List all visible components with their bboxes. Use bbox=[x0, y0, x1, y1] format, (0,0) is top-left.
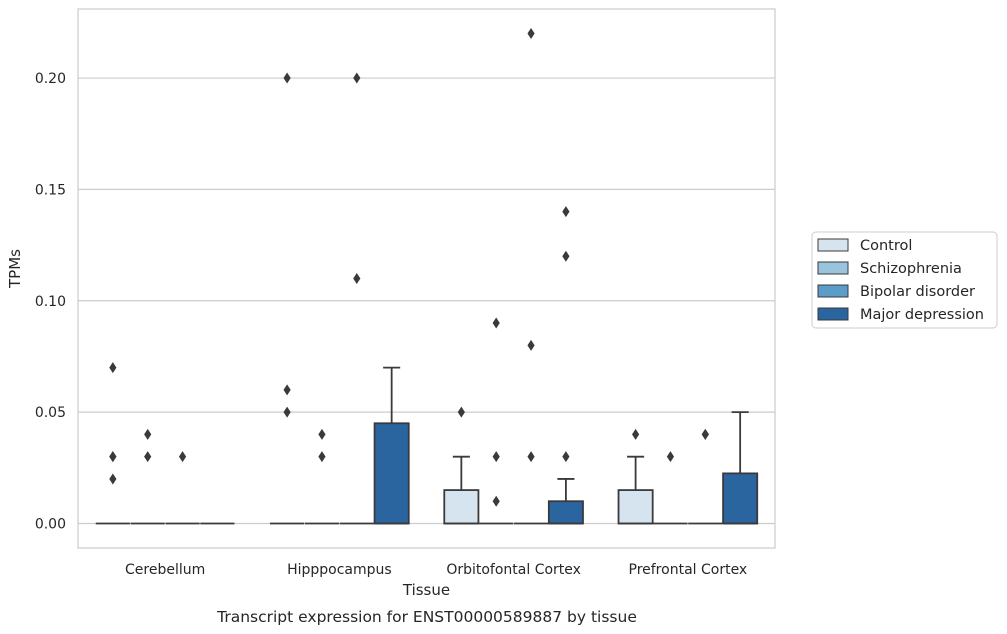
legend-label: Schizophrenia bbox=[860, 261, 962, 277]
outlier-point bbox=[562, 451, 570, 463]
outlier-point bbox=[318, 428, 326, 440]
outlier-point bbox=[492, 317, 500, 329]
box-control bbox=[617, 455, 654, 525]
y-tick-label: 0.10 bbox=[35, 294, 66, 310]
outlier-point bbox=[527, 339, 535, 351]
box-major-depression bbox=[722, 411, 759, 525]
outlier-point bbox=[144, 428, 152, 440]
outlier-point bbox=[144, 451, 152, 463]
outlier-point bbox=[492, 451, 500, 463]
outlier-point bbox=[353, 72, 361, 84]
x-axis-title: Tissue bbox=[402, 581, 450, 599]
legend-swatch bbox=[817, 284, 849, 298]
outlier-point bbox=[632, 428, 640, 440]
outlier-point bbox=[562, 250, 570, 262]
legend-label: Control bbox=[860, 238, 912, 254]
outlier-point bbox=[109, 362, 117, 374]
legend-swatch bbox=[817, 261, 849, 275]
y-axis-title: TPMs bbox=[6, 249, 24, 289]
x-tick-label: Cerebellum bbox=[125, 562, 205, 578]
x-tick-label: Prefrontal Cortex bbox=[629, 562, 748, 578]
outlier-point bbox=[562, 206, 570, 218]
x-tick-labels: Cerebellum Hipppocampus Orbitofontal Corte… bbox=[125, 562, 747, 578]
y-tick-label: 0.05 bbox=[35, 405, 66, 421]
y-tick-label: 0.20 bbox=[35, 71, 66, 87]
box-iqr bbox=[617, 489, 654, 525]
outlier-point bbox=[109, 473, 117, 485]
x-tick-label: Hipppocampus bbox=[287, 562, 392, 578]
legend-frame bbox=[811, 231, 998, 329]
box-iqr bbox=[547, 500, 584, 525]
outlier-point bbox=[527, 28, 535, 39]
outlier-point bbox=[178, 451, 187, 463]
box-control bbox=[443, 455, 480, 525]
legend-label: Bipolar disorder bbox=[860, 284, 975, 300]
outlier-point bbox=[109, 451, 117, 463]
outlier-point bbox=[666, 451, 675, 463]
legend-swatch bbox=[817, 238, 849, 252]
y-tick-labels: 0.00 0.05 0.10 0.15 0.20 bbox=[35, 71, 66, 532]
outlier-point bbox=[492, 495, 500, 507]
legend-label: Major depression bbox=[860, 307, 984, 323]
box-iqr bbox=[443, 489, 480, 525]
box-groups bbox=[95, 366, 759, 525]
outlier-point bbox=[527, 451, 535, 463]
outlier-point bbox=[457, 406, 465, 418]
chart-caption: Transcript expression for ENST0000058988… bbox=[216, 608, 637, 626]
box-iqr bbox=[373, 422, 410, 525]
legend: Control Schizophrenia Bipolar disorder Majo… bbox=[811, 231, 998, 329]
legend-swatch bbox=[817, 307, 849, 321]
outlier-point bbox=[283, 384, 291, 396]
box-major-depression bbox=[547, 478, 584, 525]
x-tick-label: Orbitofontal Cortex bbox=[446, 562, 581, 578]
y-tick-label: 0.00 bbox=[35, 517, 66, 533]
box-major-depression bbox=[373, 366, 410, 525]
y-tick-label: 0.15 bbox=[35, 182, 66, 198]
outlier-point bbox=[283, 406, 291, 418]
plot-frame bbox=[77, 8, 776, 549]
outlier-points bbox=[109, 28, 709, 507]
box-iqr bbox=[722, 472, 759, 525]
outlier-point bbox=[353, 273, 361, 284]
outlier-point bbox=[318, 451, 326, 463]
outlier-point bbox=[283, 72, 291, 84]
outlier-point bbox=[701, 428, 709, 440]
